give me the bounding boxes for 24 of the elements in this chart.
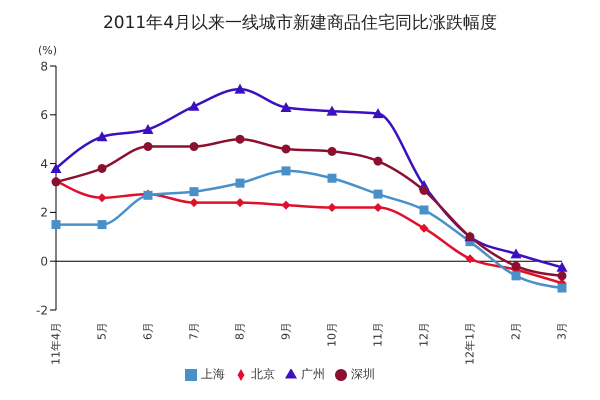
x-tick-label: 12月 xyxy=(418,322,430,347)
x-tick-label: 10月 xyxy=(326,322,338,347)
x-tick-label: 7月 xyxy=(188,322,200,340)
chart-title: 2011年4月以来一线城市新建商品住宅同比涨跌幅度 xyxy=(102,12,498,35)
x-tick-label: 11年4月 xyxy=(50,322,62,365)
legend-label: 深圳 xyxy=(351,367,375,381)
y-tick-label: 8 xyxy=(40,59,48,74)
x-tick-label: 2月 xyxy=(510,322,522,340)
y-tick-label: 0 xyxy=(40,254,48,268)
legend-label: 上海 xyxy=(201,367,225,381)
x-tick-label: 5月 xyxy=(96,322,108,340)
x-tick-label: 8月 xyxy=(234,322,246,340)
x-tick-label: 3月 xyxy=(556,322,568,340)
x-tick-label: 9月 xyxy=(280,322,292,340)
y-tick-label: -2 xyxy=(36,303,48,318)
x-tick-label: 11月 xyxy=(372,322,384,347)
y-tick-label: 2 xyxy=(40,206,48,220)
legend-label: 广州 xyxy=(301,367,325,381)
y-tick-label: 4 xyxy=(40,156,48,171)
legend-label: 北京 xyxy=(251,367,275,381)
y-axis-title: (%) xyxy=(38,44,58,57)
x-tick-label: 6月 xyxy=(142,322,154,340)
y-tick-label: 6 xyxy=(40,108,48,122)
x-tick-label: 12年1月 xyxy=(464,322,476,365)
